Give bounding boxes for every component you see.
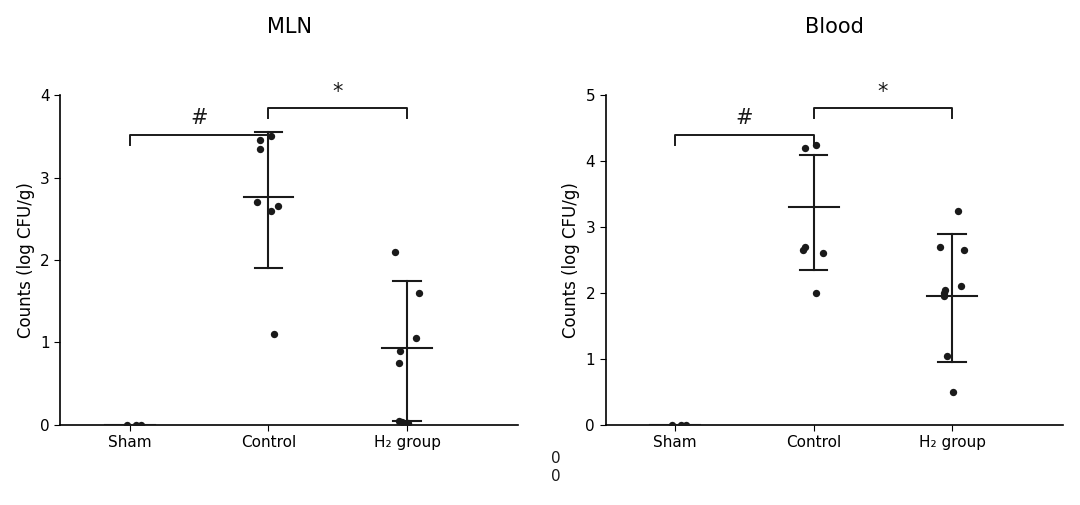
Point bbox=[248, 198, 266, 207]
Point bbox=[663, 421, 680, 429]
Point bbox=[391, 417, 408, 425]
Point bbox=[265, 330, 282, 338]
Y-axis label: Counts (log CFU/g): Counts (log CFU/g) bbox=[16, 182, 35, 338]
Point bbox=[944, 388, 961, 396]
Point bbox=[814, 249, 832, 258]
Point bbox=[133, 421, 150, 429]
Point bbox=[935, 292, 953, 300]
Point bbox=[808, 140, 825, 148]
Point bbox=[391, 346, 408, 355]
Point bbox=[951, 282, 969, 290]
Point bbox=[387, 248, 404, 256]
Point bbox=[794, 246, 811, 254]
Point bbox=[939, 351, 956, 360]
Point bbox=[118, 421, 135, 429]
Point bbox=[252, 145, 269, 153]
Point bbox=[935, 289, 953, 297]
Y-axis label: Counts (log CFU/g): Counts (log CFU/g) bbox=[562, 182, 580, 338]
Text: *: * bbox=[333, 82, 343, 102]
Text: #: # bbox=[735, 108, 753, 128]
Point bbox=[936, 286, 954, 294]
Point bbox=[394, 418, 411, 426]
Point bbox=[677, 421, 694, 429]
Point bbox=[932, 243, 949, 251]
Title: Blood: Blood bbox=[805, 17, 864, 37]
Text: *: * bbox=[878, 82, 888, 102]
Point bbox=[949, 207, 967, 215]
Point bbox=[262, 132, 280, 140]
Point bbox=[410, 289, 428, 297]
Title: MLN: MLN bbox=[267, 17, 312, 37]
Point bbox=[400, 419, 417, 427]
Point bbox=[672, 421, 689, 429]
Point bbox=[269, 203, 286, 211]
Point bbox=[956, 246, 973, 254]
Point bbox=[391, 359, 408, 367]
Point bbox=[796, 144, 813, 152]
Point bbox=[127, 421, 145, 429]
Point bbox=[407, 334, 424, 342]
Point bbox=[262, 207, 280, 215]
Point bbox=[808, 289, 825, 297]
Point bbox=[252, 136, 269, 144]
Point bbox=[796, 243, 813, 251]
Text: 0
0: 0 0 bbox=[551, 451, 561, 484]
Text: #: # bbox=[190, 108, 207, 128]
